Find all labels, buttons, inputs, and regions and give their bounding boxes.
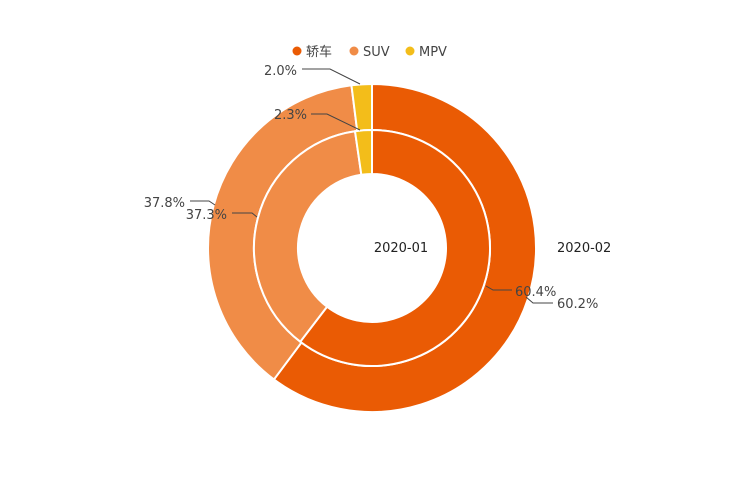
outer-ring-label: 2020-02 (557, 241, 611, 256)
outer-leader-suv (190, 200, 216, 206)
inner-slice-suv (253, 130, 363, 344)
inner-ring-label: 2020-01 (374, 241, 428, 256)
legend: 轿车 SUV MPV (292, 44, 447, 60)
inner-slice-sedan (298, 128, 491, 367)
inner-leader-sedan (485, 285, 512, 291)
legend-label-sedan: 轿车 (306, 44, 332, 60)
legend-swatch-suv (349, 46, 359, 56)
legend-swatch-mpv (405, 46, 415, 56)
inner-slice-mpv (353, 128, 373, 176)
inner-pct-suv: 37.3% (186, 208, 227, 223)
outer-leader-mpv (302, 68, 361, 85)
inner-leader-mpv (311, 113, 361, 131)
inner-leader-suv (232, 212, 258, 218)
legend-label-suv: SUV (363, 45, 390, 60)
data-labels: 60.4% 37.3% 2.3% 60.2% 37.8% 2.0% (144, 64, 599, 312)
legend-swatch-sedan (292, 46, 302, 56)
inner-pct-sedan: 60.4% (515, 285, 556, 300)
outer-pct-mpv: 2.0% (264, 64, 297, 79)
outer-leader-sedan (525, 296, 553, 304)
outer-pct-sedan: 60.2% (557, 297, 598, 312)
legend-label-mpv: MPV (419, 45, 447, 60)
inner-ring (253, 128, 491, 367)
outer-pct-suv: 37.8% (144, 196, 185, 211)
inner-pct-mpv: 2.3% (274, 108, 307, 123)
